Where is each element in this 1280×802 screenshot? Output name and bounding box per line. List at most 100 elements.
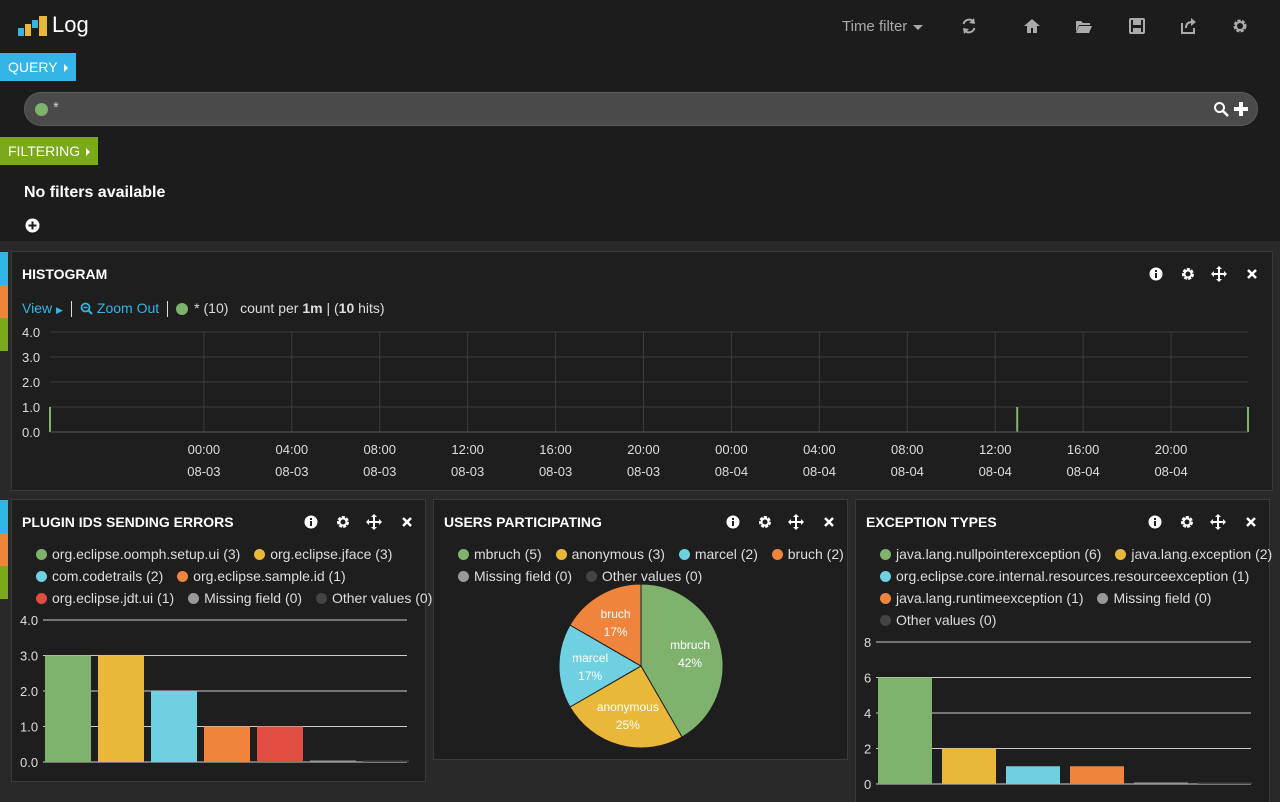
gear-icon[interactable] [757,514,773,530]
refresh-icon[interactable] [960,17,978,35]
x-tick-date-label: 08-04 [803,464,836,479]
plugins-legend: org.eclipse.oomph.setup.ui (3) org.eclip… [36,543,442,609]
legend-item[interactable]: Other values (0) [315,587,433,609]
panel-toolbar [1146,266,1266,282]
move-icon[interactable] [366,514,382,530]
query-input[interactable] [53,99,1173,116]
legend-item[interactable]: anonymous (3) [555,543,665,565]
x-tick-date-label: 08-04 [891,464,924,479]
series-color-dot[interactable] [176,303,189,316]
pie-slice-label: anonymous [597,700,659,714]
legend-item[interactable]: org.eclipse.jface (3) [254,543,392,565]
panel-toolbar [301,514,421,530]
legend-label: java.lang.exception (2) [1131,546,1273,562]
row-marker-orange[interactable] [0,285,8,318]
query-color-dot[interactable] [35,103,48,116]
query-tab[interactable]: QUERY [0,53,76,81]
legend-item[interactable]: com.codetrails (2) [36,565,163,587]
legend-item[interactable]: org.eclipse.jdt.ui (1) [36,587,174,609]
hits-suffix: hits) [358,300,385,316]
x-tick-date-label: 08-04 [979,464,1012,479]
info-icon[interactable] [303,514,319,530]
caret-right-icon [63,64,68,73]
legend-item[interactable]: Other values (0) [880,609,996,631]
legend-item[interactable]: java.lang.runtimeexception (1) [880,587,1084,609]
gear-icon[interactable] [1179,514,1195,530]
legend-label: Other values (0) [601,568,703,584]
hits-separator: | [326,300,331,316]
pie-slice-percent: 17% [578,669,602,683]
close-icon[interactable] [1244,266,1260,282]
zoom-out-label: Zoom Out [96,300,160,316]
bar [1006,766,1060,784]
info-icon[interactable] [725,514,741,530]
legend-item[interactable]: Other values (0) [585,565,703,587]
filtering-tab[interactable]: FILTERING [0,137,99,165]
caret-right-icon: ▶ [55,305,63,315]
legend-label: org.eclipse.jdt.ui (1) [52,590,175,606]
legend-item[interactable]: Missing field (0) [1097,587,1211,609]
legend-dot [880,592,891,604]
gear-icon[interactable] [1180,266,1196,282]
legend-item[interactable]: org.eclipse.core.internal.resources.reso… [880,565,1249,587]
bar [204,726,250,762]
row-marker-blue[interactable] [0,252,8,285]
x-tick-date-label: 08-04 [1067,464,1100,479]
legend-label: Other values (0) [896,612,997,628]
app-title: Log [52,12,89,37]
zoom-out-button[interactable]: Zoom Out [80,300,159,316]
legend-item[interactable]: java.lang.exception (2) [1115,543,1272,565]
gear-icon[interactable] [1231,17,1249,35]
legend-label: Other values (0) [331,590,433,606]
info-icon[interactable] [1148,266,1164,282]
pie-slice-label: mbruch [670,638,710,652]
x-tick-date-label: 08-03 [275,464,308,479]
move-icon[interactable] [788,514,804,530]
view-menu[interactable]: View ▶ [22,300,63,316]
legend-dot [36,570,47,582]
add-filter-icon[interactable] [25,218,40,233]
share-icon[interactable] [1179,17,1197,35]
legend-item[interactable]: org.eclipse.oomph.setup.ui (3) [36,543,240,565]
legend-dot [771,548,783,560]
legend-item[interactable]: Missing field (0) [458,565,572,587]
close-icon[interactable] [821,514,837,530]
legend-item[interactable]: Missing field (0) [188,587,302,609]
legend-item[interactable]: org.eclipse.sample.id (1) [177,565,346,587]
bar [98,655,144,762]
save-icon[interactable] [1128,17,1146,35]
move-icon[interactable] [1210,514,1226,530]
bar [363,760,409,762]
legend-item[interactable]: marcel (2) [678,543,758,565]
x-tick-time-label: 04:00 [803,442,836,457]
legend-item[interactable]: java.lang.nullpointerexception (6) [880,543,1101,565]
legend-item[interactable]: bruch (2) [771,543,844,565]
row-marker-blue[interactable] [0,500,8,533]
legend-item[interactable]: mbruch (5) [458,543,542,565]
row-marker-orange[interactable] [0,533,8,566]
panel-title: EXCEPTION TYPES [866,514,997,530]
bar [1134,782,1188,784]
exception-types-panel: EXCEPTION TYPES java.lang.nullpointerexc… [855,499,1272,802]
bar [45,655,91,762]
y-tick-label: 0 [864,777,871,792]
pie-slice-percent: 42% [678,656,702,670]
histogram-panel: HISTOGRAM View ▶ Zoom Out * (10) count per… [11,251,1273,491]
plus-icon[interactable] [1233,101,1249,117]
legend-dot [880,548,891,560]
home-icon[interactable] [1023,17,1041,35]
row-marker-green[interactable] [0,318,8,351]
legend-dot [678,548,690,560]
y-tick-label: 4.0 [22,325,40,340]
move-icon[interactable] [1211,266,1227,282]
x-tick-time-label: 00:00 [188,442,221,457]
row-marker-green[interactable] [0,566,8,599]
search-icon[interactable] [1213,101,1229,117]
time-filter-dropdown[interactable]: Time filter [842,18,924,35]
y-tick-label: 3.0 [22,350,40,365]
info-icon[interactable] [1147,514,1163,530]
folder-open-icon[interactable] [1075,17,1093,35]
close-icon[interactable] [399,514,415,530]
gear-icon[interactable] [335,514,351,530]
close-icon[interactable] [1243,514,1259,530]
